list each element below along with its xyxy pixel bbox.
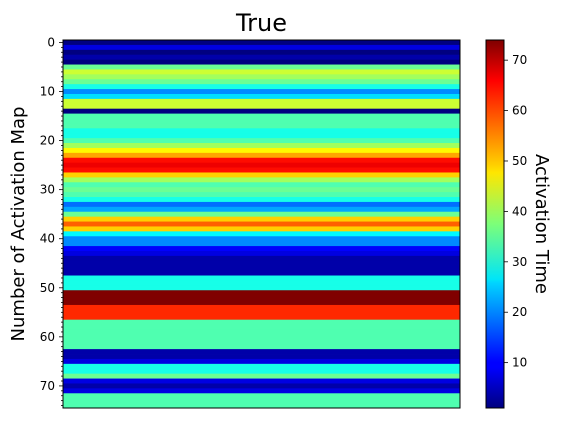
heatmap-row-26 [63, 167, 460, 173]
heatmap-row-44 [63, 255, 460, 262]
heatmap-row-68 [63, 373, 460, 379]
heatmap-row-31 [63, 192, 460, 198]
heatmap-row-21 [63, 143, 460, 149]
heatmap-row-53 [63, 300, 460, 306]
heatmap-row-18 [63, 128, 460, 134]
heatmap-row-64 [63, 354, 460, 360]
heatmap-row-3 [63, 54, 460, 61]
heatmap-row-11 [63, 93, 460, 100]
heatmap-row-39 [63, 231, 460, 237]
y-axis: 0 10 20 30 40 50 60 70 [40, 35, 63, 406]
y-tick-label: 40 [40, 232, 55, 246]
heatmap-row-38 [63, 226, 460, 232]
heatmap-row-33 [63, 201, 460, 208]
heatmap-row-47 [63, 270, 460, 276]
heatmap-row-54 [63, 304, 460, 311]
heatmap-row-8 [63, 79, 460, 85]
colorbar-axis: 10 20 30 40 50 60 70 [504, 53, 527, 370]
heatmap-row-1 [63, 44, 460, 51]
colorbar-tick-label: 20 [512, 305, 527, 319]
heatmap-row-42 [63, 246, 460, 252]
heatmap-row-41 [63, 241, 460, 247]
heatmap-row-65 [63, 358, 460, 365]
heatmap-row-48 [63, 275, 460, 281]
y-axis-title: Number of Activation Map [8, 107, 29, 342]
heatmap-row-0 [63, 40, 460, 46]
heatmap-row-35 [63, 211, 460, 218]
colorbar-tick-label: 10 [512, 356, 527, 370]
colorbar-tick-label: 30 [512, 255, 527, 269]
heatmap-row-16 [63, 118, 460, 124]
y-tick-label: 50 [40, 281, 55, 295]
heatmap-row-58 [63, 324, 460, 330]
y-tick-label: 70 [40, 379, 55, 393]
heatmap-row-51 [63, 290, 460, 296]
heatmap-row-56 [63, 314, 460, 321]
heatmap-row-50 [63, 285, 460, 291]
y-tick-label: 30 [40, 183, 55, 197]
heatmap-row-13 [63, 103, 460, 110]
y-tick-label: 0 [47, 35, 55, 49]
heatmap-row-43 [63, 250, 460, 257]
colorbar-tick-label: 60 [512, 104, 527, 118]
heatmap-row-59 [63, 329, 460, 335]
heatmap-row-24 [63, 157, 460, 164]
heatmap-row-32 [63, 197, 460, 203]
heatmap-row-4 [63, 59, 460, 65]
colorbar-title: Activation Time [531, 154, 552, 294]
heatmap-row-49 [63, 280, 460, 286]
heatmap-row-6 [63, 69, 460, 75]
colorbar-tick-label: 40 [512, 204, 527, 218]
heatmap-row-2 [63, 49, 460, 56]
y-tick-label: 60 [40, 330, 55, 344]
heatmap-row-14 [63, 108, 460, 114]
heatmap-row-63 [63, 349, 460, 355]
heatmap-row-12 [63, 98, 460, 105]
heatmap-row-7 [63, 74, 460, 80]
y-tick-label: 10 [40, 85, 55, 99]
heatmap-row-71 [63, 388, 460, 394]
heatmap-row-34 [63, 206, 460, 213]
heatmap-row-60 [63, 334, 460, 340]
heatmap-row-57 [63, 319, 460, 325]
heatmap-row-40 [63, 236, 460, 242]
heatmap-row-17 [63, 123, 460, 129]
heatmap-row-69 [63, 378, 460, 384]
heatmap-row-28 [63, 177, 460, 183]
heatmap-row-30 [63, 187, 460, 193]
heatmap-row-55 [63, 309, 460, 316]
heatmap-row-74 [63, 403, 460, 409]
heatmap-row-70 [63, 383, 460, 389]
chart-title: True [235, 9, 287, 37]
heatmap-row-23 [63, 152, 460, 159]
heatmap-row-10 [63, 89, 460, 95]
colorbar-tick-label: 50 [512, 154, 527, 168]
heatmap-row-72 [63, 393, 460, 399]
heatmap-row-36 [63, 216, 460, 222]
heatmap-row-9 [63, 84, 460, 90]
colorbar [485, 39, 505, 409]
y-tick-label: 20 [40, 134, 55, 148]
colorbar-tick-label: 70 [512, 53, 527, 67]
heatmap-row-46 [63, 265, 460, 272]
heatmap-row-73 [63, 398, 460, 404]
heatmap-row-5 [63, 64, 460, 70]
heatmap-row-67 [63, 368, 460, 375]
heatmap-row-52 [63, 295, 460, 301]
heatmap-row-62 [63, 344, 460, 350]
heatmap-row-37 [63, 221, 460, 227]
heatmap-row-19 [63, 133, 460, 139]
heatmap-row-29 [63, 182, 460, 188]
heatmap-row-20 [63, 138, 460, 144]
heatmap-cells [63, 40, 460, 409]
heatmap-row-15 [63, 113, 460, 119]
heatmap-row-22 [63, 147, 460, 154]
heatmap-row-45 [63, 260, 460, 267]
heatmap-row-27 [63, 172, 460, 178]
heatmap-row-61 [63, 339, 460, 345]
heatmap-row-25 [63, 162, 460, 168]
heatmap-row-66 [63, 363, 460, 370]
